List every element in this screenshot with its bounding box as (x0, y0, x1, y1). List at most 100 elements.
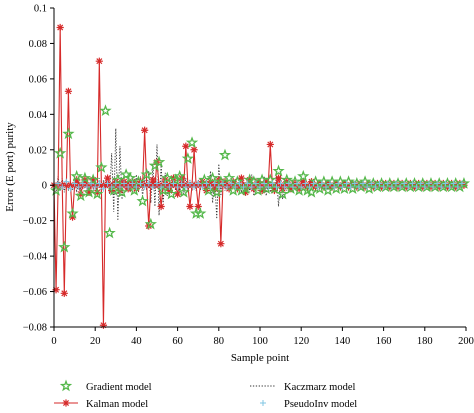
pseudoinv-point (438, 183, 445, 190)
pseudoinv-point (59, 183, 66, 190)
kalman-point (122, 181, 130, 189)
pseudoinv-point (310, 180, 317, 187)
kalman-point (56, 23, 64, 32)
pseudoinv-point (191, 183, 198, 190)
kalman-point (118, 181, 126, 189)
kalman-point (60, 289, 68, 297)
gradient-point (111, 173, 125, 186)
y-tick-label: 0.04 (29, 110, 48, 121)
y-axis-title: Error (E port) purity (4, 122, 16, 212)
gradient-point (74, 189, 87, 202)
pseudoinv-point (215, 183, 222, 190)
pseudoinv-point (186, 180, 193, 187)
gradient-point (136, 194, 149, 207)
kalman-point (77, 190, 85, 198)
gradient-point (70, 169, 83, 182)
kalman-point (180, 181, 188, 189)
gradient-point (115, 185, 129, 198)
kalman-point (194, 202, 202, 211)
gradient-point (62, 127, 75, 140)
gradient-point (173, 169, 186, 182)
legend-marker-gradient (59, 379, 73, 392)
pseudoinv-point (376, 180, 383, 187)
pseudoinv-point (298, 183, 305, 190)
kalman-point (258, 186, 266, 195)
gradient-point (152, 155, 166, 168)
axes (53, 8, 466, 328)
pseudoinv-point (372, 183, 379, 190)
gradient-star-icon (59, 379, 73, 392)
pseudoinv-point (314, 183, 321, 190)
legend-item-kalman: Kalman model (54, 399, 148, 410)
x-tick-label: 0 (51, 336, 56, 347)
gradient-point (210, 185, 223, 198)
kalman-point (138, 181, 147, 189)
kalman-point (196, 181, 204, 189)
kalman-point (211, 185, 219, 193)
pseudoinv-point (203, 180, 210, 187)
gradient-point (194, 207, 207, 219)
kalman-point (99, 321, 108, 329)
gradient-point (91, 187, 104, 200)
pseudoinv-point (273, 183, 280, 190)
pseudoinv-point (380, 183, 387, 190)
kalman-point (101, 181, 110, 189)
x-tick-label: 120 (293, 336, 309, 347)
gradient-point (107, 184, 120, 196)
pseudoinv-point (397, 183, 404, 190)
pseudoinv-point (417, 180, 424, 187)
gradient-point (202, 184, 215, 196)
pseudoinv-point (162, 180, 169, 187)
pseudoinv-point (277, 180, 284, 187)
kalman-line (53, 27, 464, 326)
kalman-point (106, 181, 114, 189)
x-axis-title: Sample point (231, 352, 289, 364)
pseudoinv-point (149, 183, 156, 190)
pseudoinv-point (285, 180, 292, 187)
kalman-point (157, 202, 165, 211)
series-kalman (50, 23, 468, 329)
pseudoinv-point (96, 180, 103, 187)
legend-item-pseudoinv: PseudoInv model (260, 399, 357, 410)
legend-item-kaczmarz: Kaczmarz model (250, 382, 356, 393)
pseudoinv-point (360, 180, 366, 187)
pseudoinv-point (343, 180, 350, 187)
gradient-point (354, 180, 368, 193)
gradient-point (181, 152, 195, 164)
pseudoinv-point (240, 183, 247, 190)
x-tick-label: 60 (172, 336, 183, 347)
kalman-point (66, 181, 75, 189)
pseudoinv-point (67, 185, 74, 192)
pseudoinv-point (63, 178, 70, 185)
kalman-point (241, 188, 250, 196)
legend-label-kalman: Kalman model (86, 399, 148, 410)
x-tick-label: 40 (131, 336, 142, 347)
kalman-asterisk-icon (62, 399, 70, 407)
kalman-point (163, 181, 171, 189)
pseudoinv-point (265, 183, 272, 190)
pseudoinv-point (318, 180, 325, 187)
gradient-point (124, 171, 137, 184)
x-tick-label: 160 (376, 336, 392, 347)
kalman-point (52, 286, 60, 294)
pseudoinv-point (339, 183, 346, 190)
kalman-point (237, 174, 246, 182)
kalman-point (93, 188, 101, 196)
kalman-point (149, 176, 157, 184)
legend-item-gradient: Gradient model (59, 379, 152, 393)
pseudoinv-point (248, 183, 255, 190)
pseudoinv-point (145, 180, 152, 187)
kalman-point (182, 142, 190, 150)
pseudoinv-point (88, 180, 95, 187)
kalman-point (68, 213, 77, 221)
kalman-point (287, 185, 295, 193)
kalman-point (274, 174, 283, 182)
gradient-point (78, 171, 92, 184)
pseudoinv-point (211, 180, 218, 187)
kalman-point (174, 190, 182, 198)
pseudoinv-point (388, 183, 395, 190)
pseudoinv-point (166, 183, 173, 190)
pseudoinv-point (116, 183, 123, 190)
pseudoinv-point (322, 183, 329, 190)
pseudoinv-point (129, 180, 136, 187)
